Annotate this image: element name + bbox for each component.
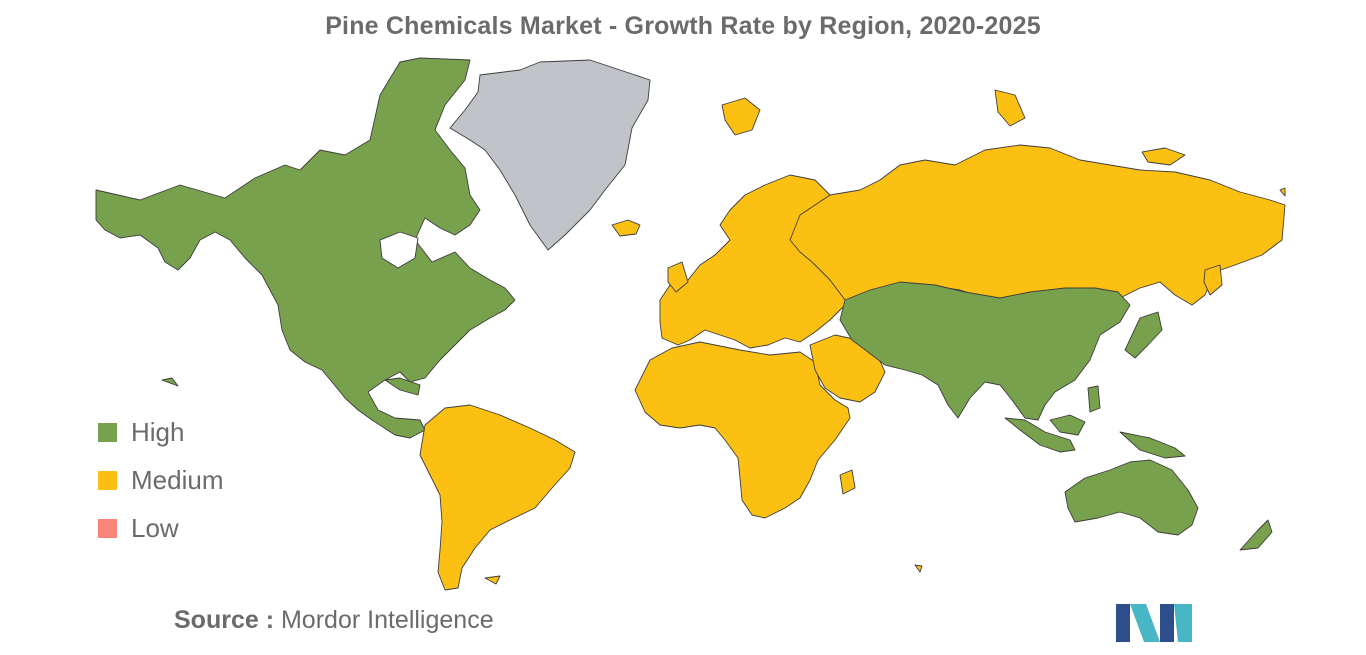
region-north-america bbox=[95, 57, 516, 439]
chart-title: Pine Chemicals Market - Growth Rate by R… bbox=[325, 12, 1041, 40]
legend-item-high: High bbox=[98, 408, 223, 456]
source-text: Mordor Intelligence bbox=[280, 606, 494, 634]
legend-item-medium: Medium bbox=[98, 456, 223, 504]
region-islands bbox=[161, 187, 1286, 573]
region-south-america bbox=[419, 404, 576, 591]
region-asia-pacific bbox=[839, 281, 1186, 459]
source-line: Source : Mordor Intelligence bbox=[174, 606, 494, 635]
legend-item-low: Low bbox=[98, 504, 223, 552]
legend: High Medium Low bbox=[98, 408, 223, 552]
region-australia bbox=[1064, 459, 1273, 551]
region-middle-east bbox=[809, 334, 886, 403]
region-greenland bbox=[449, 59, 651, 251]
region-africa bbox=[634, 341, 856, 519]
source-prefix: Source : bbox=[174, 606, 275, 634]
legend-swatch-low bbox=[98, 518, 117, 538]
legend-label-low: Low bbox=[131, 512, 179, 543]
legend-swatch-high bbox=[98, 422, 117, 442]
legend-label-medium: Medium bbox=[131, 464, 224, 495]
region-iceland bbox=[611, 219, 641, 237]
mordor-intelligence-logo bbox=[1116, 604, 1192, 642]
region-russia bbox=[789, 89, 1286, 306]
legend-label-high: High bbox=[131, 416, 185, 447]
legend-swatch-medium bbox=[98, 470, 117, 490]
